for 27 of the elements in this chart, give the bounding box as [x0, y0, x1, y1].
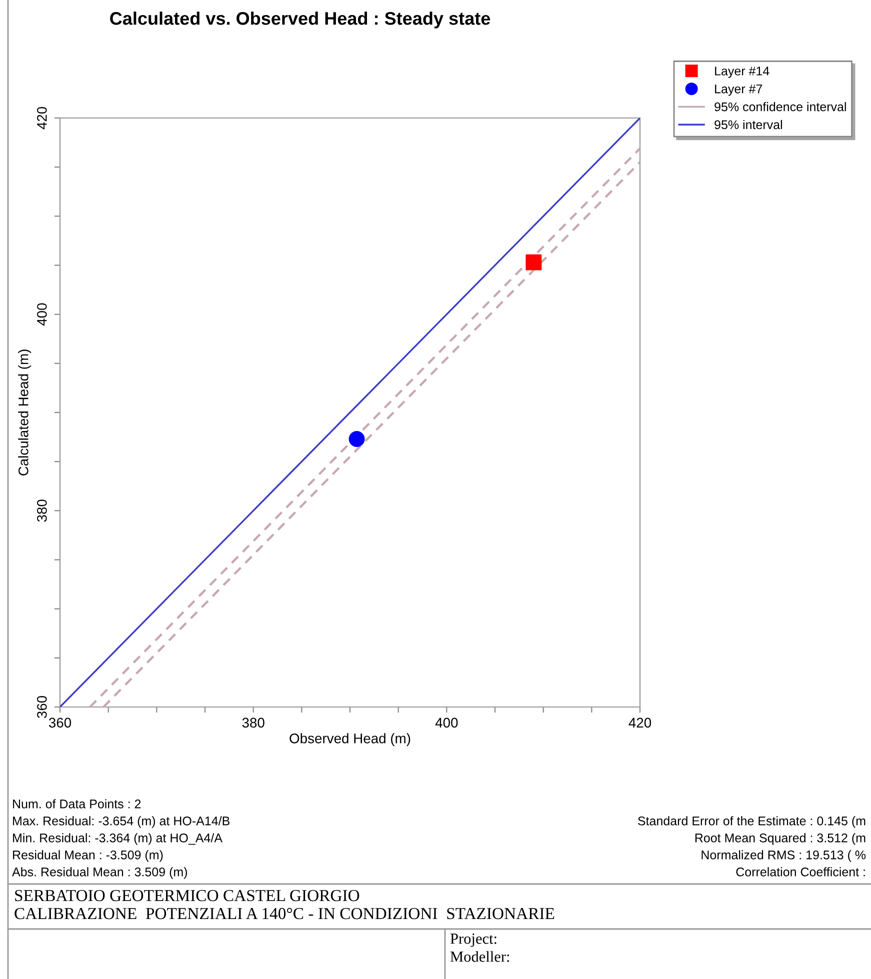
chart-title: Calculated vs. Observed Head : Steady state — [110, 12, 490, 28]
x-tick-label: 360 — [48, 718, 72, 728]
y-tick-label: 380 — [37, 500, 47, 522]
x-tick-label: 400 — [435, 718, 458, 728]
x-tick-label: 420 — [628, 718, 652, 728]
text: Modeller: — [450, 951, 510, 962]
text: Project: — [450, 934, 496, 947]
y-tick-label: 400 — [37, 303, 47, 326]
text: Root Mean Squared : 3.512 (m — [695, 833, 866, 845]
x-tick-label: 380 — [242, 718, 264, 728]
text: Num. of Data Points : 2 — [13, 799, 141, 808]
text: Residual Mean : -3.509 (m) — [13, 850, 163, 862]
text: Max. Residual: -3.654 (m) at HO-A14/B — [13, 816, 230, 828]
legend-label: 95% interval — [714, 120, 782, 130]
text: Min. Residual: -3.364 (m) at HO_A4/A — [13, 833, 222, 845]
text: Abs. Residual Mean : 3.509 (m) — [12, 867, 187, 879]
text: Standard Error of the Estimate : 0.145 (m — [638, 816, 866, 828]
x-axis-title: Observed Head (m) — [290, 733, 410, 746]
text: Correlation Coefficient : — [736, 867, 865, 876]
legend-label: Layer #7 — [715, 84, 762, 96]
y-tick-label: 420 — [37, 106, 47, 130]
y-axis-title: Calculated Head (m) — [18, 350, 32, 476]
legend-label: Layer #14 — [715, 66, 770, 78]
text: SERBATOIO GEOTERMICO CASTEL GIORGIO — [15, 890, 360, 902]
text: Normalized RMS : 19.513 ( % — [702, 850, 866, 862]
text: CALIBRAZIONE POTENZIALI A 140°C - IN CONDIZIONI STAZIONARIE — [14, 908, 554, 920]
legend-label: 95% confidence interval — [714, 102, 846, 112]
